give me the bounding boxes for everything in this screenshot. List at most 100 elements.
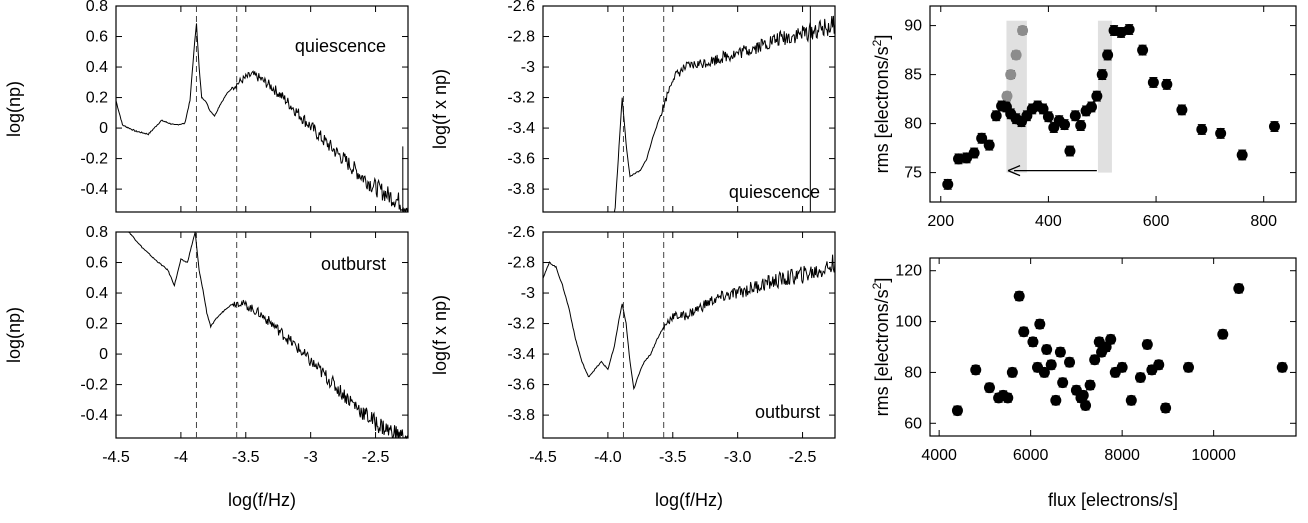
left-bottom-ytick-label: 0.8 [86, 224, 108, 241]
right-bottom-data-point [1041, 344, 1053, 356]
right-bottom-ylabel-sup: 2 [870, 282, 884, 289]
right-bottom-data-point [1057, 377, 1069, 389]
mid-bottom-ytick-label: -2.6 [507, 224, 535, 241]
left-bottom-xtick-label: -3.5 [232, 449, 260, 466]
mid-bottom-ytick-label: -3.8 [507, 407, 535, 424]
mid-top-panel-label: quiescence [729, 182, 820, 202]
left-top-ytick-label: -0.4 [80, 181, 108, 198]
right-bottom-xtick-label: 6000 [1013, 447, 1049, 464]
right-bottom-data-point [1217, 328, 1229, 340]
mid-top-ytick-label: -3 [521, 59, 535, 76]
mid-bottom-ytick-label: -3.4 [507, 346, 535, 363]
left-bottom-panel-label: outburst [321, 254, 386, 274]
mid-top-panel: quiescence -2.6 -2.8 -3 -3.2 -3.4 -3.6 -3.8 [507, 0, 836, 213]
right-bottom-data-point [1089, 354, 1101, 366]
left-bottom-xtick-label: -3 [304, 449, 318, 466]
right-bottom-data-point [1064, 356, 1076, 368]
right-bottom-data-point [1045, 359, 1057, 371]
mid-top-ylabel: log(f x np) [430, 69, 450, 149]
right-top-gray-point [1001, 90, 1013, 102]
right-bottom-frame [929, 257, 1297, 437]
left-bottom-ytick-label: 0 [99, 346, 108, 363]
right-top-data-point [1059, 119, 1071, 131]
right-top-frame [929, 5, 1297, 203]
right-top-arrow-head [1007, 165, 1021, 177]
left-bottom-xtick-label: -4.5 [102, 449, 130, 466]
left-top-ylabel: log(np) [4, 81, 24, 137]
right-top-data-point [1085, 101, 1097, 113]
right-bottom-xtick-label: 8000 [1104, 447, 1140, 464]
right-top-gray-point [1017, 25, 1029, 36]
right-top-data-point [1196, 123, 1208, 135]
right-top-data-point [942, 178, 954, 190]
right-bottom-xtick-label: 4000 [921, 447, 957, 464]
left-bottom-panel: outburst 0.8 0.6 0.4 0.2 0 -0.2 -0.4 -4.5 -4 -3.5… [80, 224, 409, 466]
right-top-data-point [1075, 120, 1087, 132]
mid-bottom-panel-label: outburst [755, 402, 820, 422]
mid-bottom-panel: outburst -2.6 -2.8 -3 -3.2 -3.4 -3.6 -3.8 -4.5 -… [507, 224, 836, 466]
right-top-data-point [1123, 24, 1135, 36]
right-bottom-ytick-label: 120 [895, 263, 922, 280]
right-bottom-data-point [970, 364, 982, 376]
left-top-panel: quiescence 0.8 0.6 0.4 0.2 0 -0.2 -0.4 [80, 0, 409, 213]
right-top-data-point [976, 132, 988, 144]
left-top-frame [115, 5, 409, 213]
mid-bottom-xtick-label: -4.0 [594, 449, 622, 466]
right-top-data-point [1236, 149, 1248, 161]
left-top-ytick-label: 0.6 [86, 29, 108, 46]
left-bottom-ytick-label: 0.4 [86, 285, 108, 302]
right-bottom-panel: 60 80 100 120 4000 6000 8000 10000 [895, 257, 1297, 464]
right-top-gray-point [1010, 49, 1022, 61]
mid-bottom-xtick-label: -3.5 [659, 449, 687, 466]
right-bottom-data-point [951, 405, 963, 417]
right-top-data-point [968, 147, 980, 159]
right-bottom-data-point [1002, 392, 1014, 404]
right-top-data-point [1161, 78, 1173, 90]
mid-top-ytick-label: -3.2 [507, 90, 535, 107]
right-top-data-point [990, 110, 1002, 122]
left-bottom-xtick-label: -4 [174, 449, 188, 466]
left-xlabel: log(f/Hz) [228, 490, 296, 510]
left-bottom-ytick-label: -0.4 [80, 407, 108, 424]
mid-bottom-xtick-label: -2.5 [789, 449, 817, 466]
left-top-panel-label: quiescence [295, 36, 386, 56]
right-bottom-ylabel: rms [electrons/s2] [870, 278, 892, 417]
right-top-xtick-label: 800 [1250, 213, 1277, 230]
mid-top-frame [542, 5, 836, 213]
mid-bottom-spectrum-trace [542, 254, 836, 391]
right-bottom-data-point [1027, 336, 1039, 348]
left-bottom-ytick-label: -0.2 [80, 377, 108, 394]
mid-bottom-ytick-label: -3.6 [507, 377, 535, 394]
right-bottom-data-point [1233, 283, 1245, 295]
right-top-data-point [1147, 76, 1159, 88]
right-top-ytick-label: 75 [904, 165, 922, 182]
left-top-ytick-label: -0.2 [80, 151, 108, 168]
right-bottom-ytick-label: 60 [904, 415, 922, 432]
right-top-xtick-label: 200 [927, 213, 954, 230]
right-top-data-point [1215, 127, 1227, 139]
right-bottom-data-point [1034, 318, 1046, 330]
right-bottom-data-point [1050, 394, 1062, 406]
right-bottom-ytick-label: 80 [904, 364, 922, 381]
right-top-data-point [1176, 104, 1188, 116]
right-xlabel: flux [electrons/s] [1048, 490, 1178, 510]
right-bottom-data-point [1116, 361, 1128, 373]
right-bottom-data-point [1018, 326, 1030, 338]
right-bottom-data-point [1080, 399, 1092, 411]
mid-top-ytick-label: -3.4 [507, 120, 535, 137]
right-bottom-data-point [1077, 389, 1089, 401]
right-bottom-data-point [1105, 333, 1117, 345]
right-bottom-data-point [1141, 338, 1153, 350]
right-top-ytick-label: 85 [904, 67, 922, 84]
left-bottom-spectrum-trace [116, 231, 409, 440]
right-bottom-ytick-label: 100 [895, 314, 922, 331]
right-bottom-data-point [1006, 366, 1018, 378]
mid-top-ytick-label: -2.6 [507, 0, 535, 15]
right-top-data-point [953, 153, 965, 165]
right-bottom-data-point [1038, 366, 1050, 378]
left-top-ytick-label: 0.4 [86, 59, 108, 76]
right-bottom-data-point [1125, 394, 1137, 406]
right-top-data-point [1102, 49, 1114, 61]
right-top-xtick-label: 400 [1035, 213, 1062, 230]
right-bottom-data-point [1160, 402, 1172, 414]
